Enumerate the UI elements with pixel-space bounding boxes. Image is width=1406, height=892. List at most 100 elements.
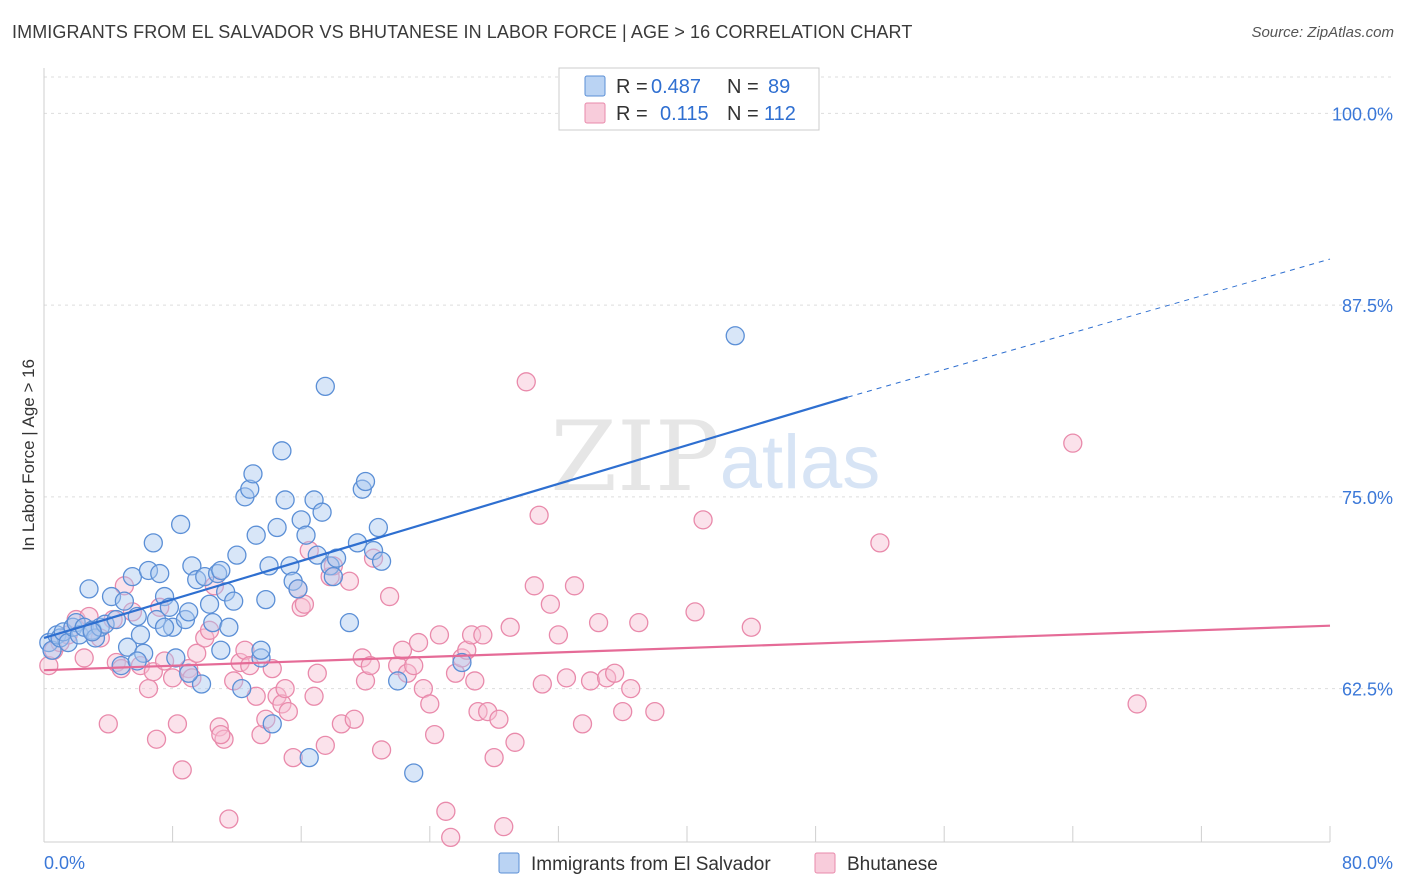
el-salvador-point-75 [355, 471, 376, 492]
bhutanese-point-90 [580, 671, 601, 691]
bhutanese-point-64 [420, 694, 440, 714]
el-salvador-point-25 [143, 533, 163, 553]
el-salvador-point-63 [296, 525, 316, 545]
bhutanese-point-5 [74, 648, 94, 668]
el-salvador-point-86 [154, 617, 175, 637]
trend-line-el-salvador-extension [847, 258, 1331, 398]
x-tick-label-max: 80.0% [1342, 853, 1393, 873]
el-salvador-point-80 [404, 763, 424, 783]
el-salvador-point-17 [111, 655, 131, 676]
el-salvador-point-51 [246, 525, 266, 545]
bhutanese-point-32 [240, 655, 260, 676]
el-salvador-point-49 [240, 479, 260, 499]
el-salvador-point-83 [211, 640, 231, 660]
el-salvador-point-82 [725, 326, 745, 346]
el-salvador-point-47 [232, 678, 252, 699]
el-salvador-point-40 [203, 612, 223, 633]
el-salvador-point-68 [315, 376, 335, 397]
bhutanese-point-101 [870, 533, 890, 553]
bhutanese-point-78 [494, 817, 514, 837]
trend-lines [43, 258, 1331, 672]
bhutanese-point-72 [461, 625, 482, 645]
series-el-salvador-points [39, 326, 745, 783]
el-salvador-point-81 [452, 652, 472, 673]
bhutanese-point-46 [315, 735, 335, 756]
bhutanese-point-28 [219, 809, 239, 829]
el-salvador-point-77 [368, 517, 389, 538]
el-salvador-point-53 [256, 589, 276, 610]
bhutanese-point-42 [291, 597, 311, 617]
el-salvador-point-34 [179, 602, 199, 622]
el-salvador-point-5 [58, 632, 78, 653]
y-tick-label-2: 87.5% [1342, 296, 1393, 316]
bhutanese-point-97 [645, 701, 665, 722]
bhutanese-point-67 [436, 801, 456, 821]
y-tick-label-3: 100.0% [1332, 104, 1393, 124]
bhutanese-point-20 [172, 760, 192, 780]
bottom-legend: Immigrants from El Salvador Bhutanese [498, 852, 938, 875]
el-salvador-point-56 [267, 517, 287, 538]
el-salvador-point-46 [227, 545, 247, 565]
bhutanese-point-60 [397, 663, 417, 683]
el-salvador-point-37 [191, 674, 212, 694]
bhutanese-point-68 [441, 827, 461, 848]
el-salvador-point-57 [272, 441, 292, 461]
bhutanese-point-50 [339, 571, 360, 591]
bhutanese-point-75 [478, 701, 498, 722]
el-salvador-point-26 [146, 609, 167, 630]
y-tick-label-1: 75.0% [1342, 488, 1393, 508]
bhutanese-point-103 [1127, 694, 1147, 714]
bhutanese-point-98 [685, 602, 705, 622]
bhutanese-point-85 [540, 594, 561, 614]
el-salvador-point-76 [363, 540, 384, 561]
bhutanese-point-86 [548, 625, 569, 645]
bhutanese-point-77 [489, 709, 509, 729]
bhutanese-point-65 [424, 724, 445, 745]
bhutanese-point-79 [500, 617, 520, 637]
el-salvador-point-78 [371, 551, 392, 571]
el-salvador-point-58 [275, 490, 295, 510]
el-salvador-point-32 [170, 514, 191, 535]
bhutanese-point-111 [465, 671, 485, 691]
bhutanese-point-102 [1063, 433, 1083, 453]
legend-swatch-pink [584, 102, 606, 124]
legend-r-value-pink: 0.115 [660, 103, 709, 125]
legend-n-label-pink: N = [727, 103, 759, 125]
el-salvador-point-31 [166, 648, 186, 668]
bhutanese-point-66 [429, 625, 450, 645]
bhutanese-point-54 [360, 655, 380, 676]
bhutanese-point-93 [605, 663, 625, 683]
el-salvador-point-50 [243, 464, 263, 484]
legend-n-value-pink: 112 [764, 103, 796, 125]
y-tick-label-0: 62.5% [1342, 680, 1393, 700]
el-salvador-point-64 [299, 747, 319, 768]
el-salvador-point-62 [291, 510, 311, 530]
el-salvador-point-22 [130, 625, 151, 645]
bottom-legend-label-pink: Bhutanese [847, 854, 938, 875]
el-salvador-point-61 [288, 579, 308, 599]
legend-n-value-blue: 89 [768, 76, 790, 98]
bhutanese-point-45 [307, 663, 327, 683]
bhutanese-point-99 [693, 510, 713, 530]
bhutanese-point-16 [146, 729, 167, 749]
bhutanese-point-62 [408, 632, 429, 653]
bhutanese-point-88 [564, 576, 585, 596]
el-salvador-point-67 [312, 502, 332, 522]
watermark-zip: ZIP [550, 401, 719, 513]
bhutanese-point-94 [613, 701, 633, 722]
bhutanese-point-89 [572, 714, 593, 734]
el-salvador-point-24 [138, 560, 159, 581]
el-salvador-point-79 [387, 671, 408, 691]
grid-lines [44, 76, 1393, 690]
el-salvador-point-23 [134, 643, 154, 663]
el-salvador-point-72 [339, 612, 360, 633]
bhutanese-point-80 [505, 732, 525, 752]
bhutanese-point-76 [484, 747, 504, 768]
bhutanese-point-91 [588, 612, 609, 633]
bhutanese-point-96 [629, 612, 649, 633]
el-salvador-point-54 [259, 556, 279, 576]
bhutanese-point-38 [272, 694, 292, 714]
bhutanese-point-57 [379, 586, 400, 607]
el-salvador-point-44 [219, 617, 239, 637]
chart-title: IMMIGRANTS FROM EL SALVADOR VS BHUTANESE… [12, 22, 913, 42]
